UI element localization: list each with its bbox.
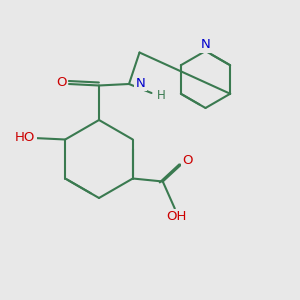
Text: O: O [182,154,193,167]
Text: O: O [56,76,67,89]
Text: H: H [157,89,166,102]
Text: HO: HO [15,130,35,144]
Text: N: N [136,77,146,90]
Text: N: N [201,38,210,52]
Text: OH: OH [166,210,187,224]
